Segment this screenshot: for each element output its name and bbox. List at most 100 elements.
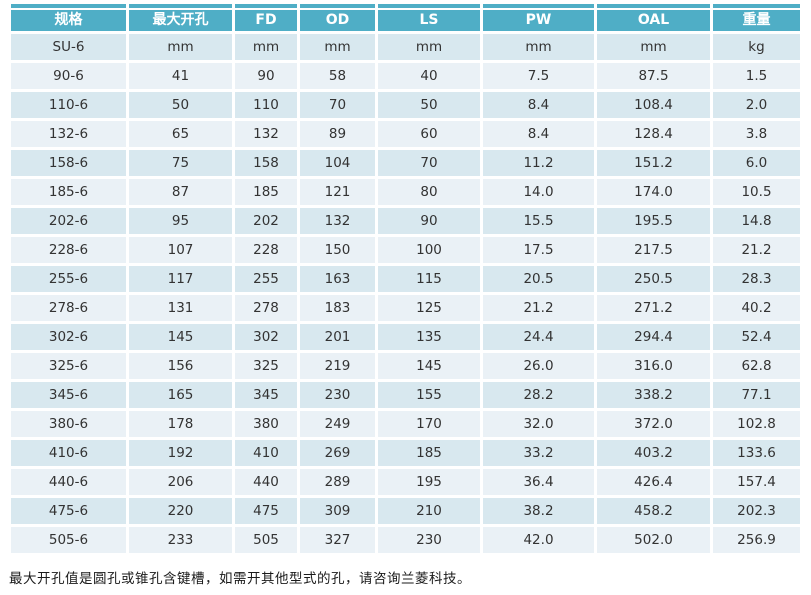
value-cell: 52.4 bbox=[713, 324, 800, 350]
value-cell: 302 bbox=[235, 324, 297, 350]
value-cell: 90 bbox=[235, 63, 297, 89]
value-cell: 7.5 bbox=[483, 63, 594, 89]
value-cell: mm bbox=[235, 34, 297, 60]
value-cell: 157.4 bbox=[713, 469, 800, 495]
value-cell: 426.4 bbox=[597, 469, 710, 495]
value-cell: 33.2 bbox=[483, 440, 594, 466]
value-cell: 8.4 bbox=[483, 121, 594, 147]
spec-cell: 110-6 bbox=[11, 92, 126, 118]
spec-cell: 325-6 bbox=[11, 353, 126, 379]
spec-cell: 410-6 bbox=[11, 440, 126, 466]
value-cell: 195 bbox=[378, 469, 480, 495]
value-cell: 40.2 bbox=[713, 295, 800, 321]
value-cell: 201 bbox=[300, 324, 375, 350]
value-cell: 132 bbox=[300, 208, 375, 234]
column-header-max-bore: 最大开孔 bbox=[129, 4, 232, 31]
spec-cell: 475-6 bbox=[11, 498, 126, 524]
value-cell: 250.5 bbox=[597, 266, 710, 292]
value-cell: 107 bbox=[129, 237, 232, 263]
table-row: 158-6 75 158 104 70 11.2 151.2 6.0 bbox=[11, 150, 800, 176]
value-cell: 219 bbox=[300, 353, 375, 379]
value-cell: 21.2 bbox=[713, 237, 800, 263]
value-cell: 233 bbox=[129, 527, 232, 553]
value-cell: 145 bbox=[378, 353, 480, 379]
value-cell: 70 bbox=[300, 92, 375, 118]
value-cell: 217.5 bbox=[597, 237, 710, 263]
value-cell: 115 bbox=[378, 266, 480, 292]
spec-cell: 202-6 bbox=[11, 208, 126, 234]
value-cell: 278 bbox=[235, 295, 297, 321]
value-cell: 178 bbox=[129, 411, 232, 437]
value-cell: 338.2 bbox=[597, 382, 710, 408]
value-cell: 192 bbox=[129, 440, 232, 466]
column-header-weight: 重量 bbox=[713, 4, 800, 31]
value-cell: 28.2 bbox=[483, 382, 594, 408]
value-cell: 150 bbox=[300, 237, 375, 263]
value-cell: 75 bbox=[129, 150, 232, 176]
table-row: 255-6 117 255 163 115 20.5 250.5 28.3 bbox=[11, 266, 800, 292]
spec-cell: 505-6 bbox=[11, 527, 126, 553]
header-row: 规格 最大开孔 FD OD LS PW OAL 重量 bbox=[11, 4, 800, 31]
value-cell: 155 bbox=[378, 382, 480, 408]
value-cell: 316.0 bbox=[597, 353, 710, 379]
value-cell: 228 bbox=[235, 237, 297, 263]
value-cell: mm bbox=[378, 34, 480, 60]
value-cell: 128.4 bbox=[597, 121, 710, 147]
spec-cell: 90-6 bbox=[11, 63, 126, 89]
table-row: 228-6 107 228 150 100 17.5 217.5 21.2 bbox=[11, 237, 800, 263]
value-cell: 6.0 bbox=[713, 150, 800, 176]
value-cell: 17.5 bbox=[483, 237, 594, 263]
value-cell: 132 bbox=[235, 121, 297, 147]
value-cell: 256.9 bbox=[713, 527, 800, 553]
value-cell: 14.0 bbox=[483, 179, 594, 205]
value-cell: 325 bbox=[235, 353, 297, 379]
value-cell: 505 bbox=[235, 527, 297, 553]
value-cell: 3.8 bbox=[713, 121, 800, 147]
value-cell: 249 bbox=[300, 411, 375, 437]
table-row: 202-6 95 202 132 90 15.5 195.5 14.8 bbox=[11, 208, 800, 234]
table-row: 475-6 220 475 309 210 38.2 458.2 202.3 bbox=[11, 498, 800, 524]
value-cell: 185 bbox=[235, 179, 297, 205]
column-header-spec: 规格 bbox=[11, 4, 126, 31]
value-cell: 20.5 bbox=[483, 266, 594, 292]
value-cell: 110 bbox=[235, 92, 297, 118]
value-cell: 294.4 bbox=[597, 324, 710, 350]
value-cell: 26.0 bbox=[483, 353, 594, 379]
value-cell: 60 bbox=[378, 121, 480, 147]
value-cell: 271.2 bbox=[597, 295, 710, 321]
table-row: 278-6 131 278 183 125 21.2 271.2 40.2 bbox=[11, 295, 800, 321]
table-body: SU-6 mm mm mm mm mm mm kg 90-6 41 90 58 40 7.5 87.5 1.5… bbox=[11, 34, 800, 553]
table-row: 132-6 65 132 89 60 8.4 128.4 3.8 bbox=[11, 121, 800, 147]
value-cell: 87.5 bbox=[597, 63, 710, 89]
value-cell: 24.4 bbox=[483, 324, 594, 350]
value-cell: 62.8 bbox=[713, 353, 800, 379]
table-row: 410-6 192 410 269 185 33.2 403.2 133.6 bbox=[11, 440, 800, 466]
value-cell: 131 bbox=[129, 295, 232, 321]
value-cell: 145 bbox=[129, 324, 232, 350]
value-cell: kg bbox=[713, 34, 800, 60]
value-cell: 174.0 bbox=[597, 179, 710, 205]
value-cell: 133.6 bbox=[713, 440, 800, 466]
value-cell: 309 bbox=[300, 498, 375, 524]
footnote: 最大开孔值是圆孔或锥孔含键槽，如需开其他型式的孔，请咨询兰菱科技。 bbox=[9, 571, 471, 587]
spec-cell: 132-6 bbox=[11, 121, 126, 147]
spec-table: 规格 最大开孔 FD OD LS PW OAL 重量 SU-6 mm mm mm mm m… bbox=[8, 1, 803, 556]
value-cell: 502.0 bbox=[597, 527, 710, 553]
value-cell: 10.5 bbox=[713, 179, 800, 205]
value-cell: 104 bbox=[300, 150, 375, 176]
table-row: 505-6 233 505 327 230 42.0 502.0 256.9 bbox=[11, 527, 800, 553]
column-header-oal: OAL bbox=[597, 4, 710, 31]
value-cell: 220 bbox=[129, 498, 232, 524]
spec-cell: 255-6 bbox=[11, 266, 126, 292]
value-cell: 89 bbox=[300, 121, 375, 147]
value-cell: 117 bbox=[129, 266, 232, 292]
spec-cell: 302-6 bbox=[11, 324, 126, 350]
value-cell: 195.5 bbox=[597, 208, 710, 234]
value-cell: 36.4 bbox=[483, 469, 594, 495]
table-row: 325-6 156 325 219 145 26.0 316.0 62.8 bbox=[11, 353, 800, 379]
table-row: SU-6 mm mm mm mm mm mm kg bbox=[11, 34, 800, 60]
table-row: 380-6 178 380 249 170 32.0 372.0 102.8 bbox=[11, 411, 800, 437]
value-cell: 90 bbox=[378, 208, 480, 234]
value-cell: 38.2 bbox=[483, 498, 594, 524]
value-cell: 14.8 bbox=[713, 208, 800, 234]
